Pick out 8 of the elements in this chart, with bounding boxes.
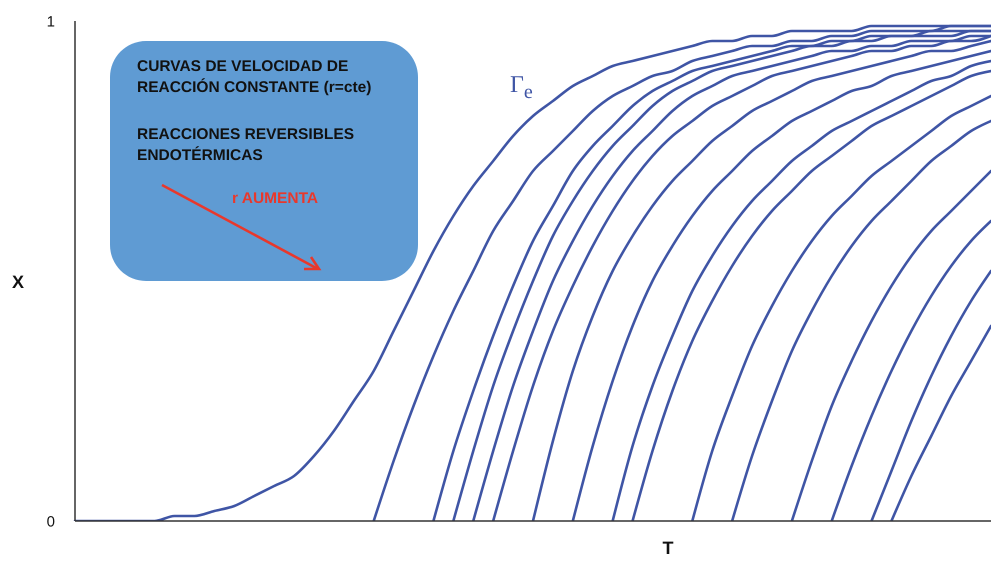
annotation: Γ$_{e}$ — [510, 72, 533, 104]
annotation: r AUMENTA — [232, 190, 318, 208]
annotation: CURVAS DE VELOCIDAD DE REACCIÓN CONSTANTE (r=cte) — [137, 57, 372, 98]
x-axis-title: T — [662, 538, 674, 558]
annotation: REACCIONES REVERSIBLES ENDOTÉRMICAS — [137, 125, 356, 166]
y-axis-title: X — [12, 272, 24, 292]
y-tick-label: 0 — [46, 513, 55, 530]
y-tick-label: 1 — [46, 13, 55, 30]
